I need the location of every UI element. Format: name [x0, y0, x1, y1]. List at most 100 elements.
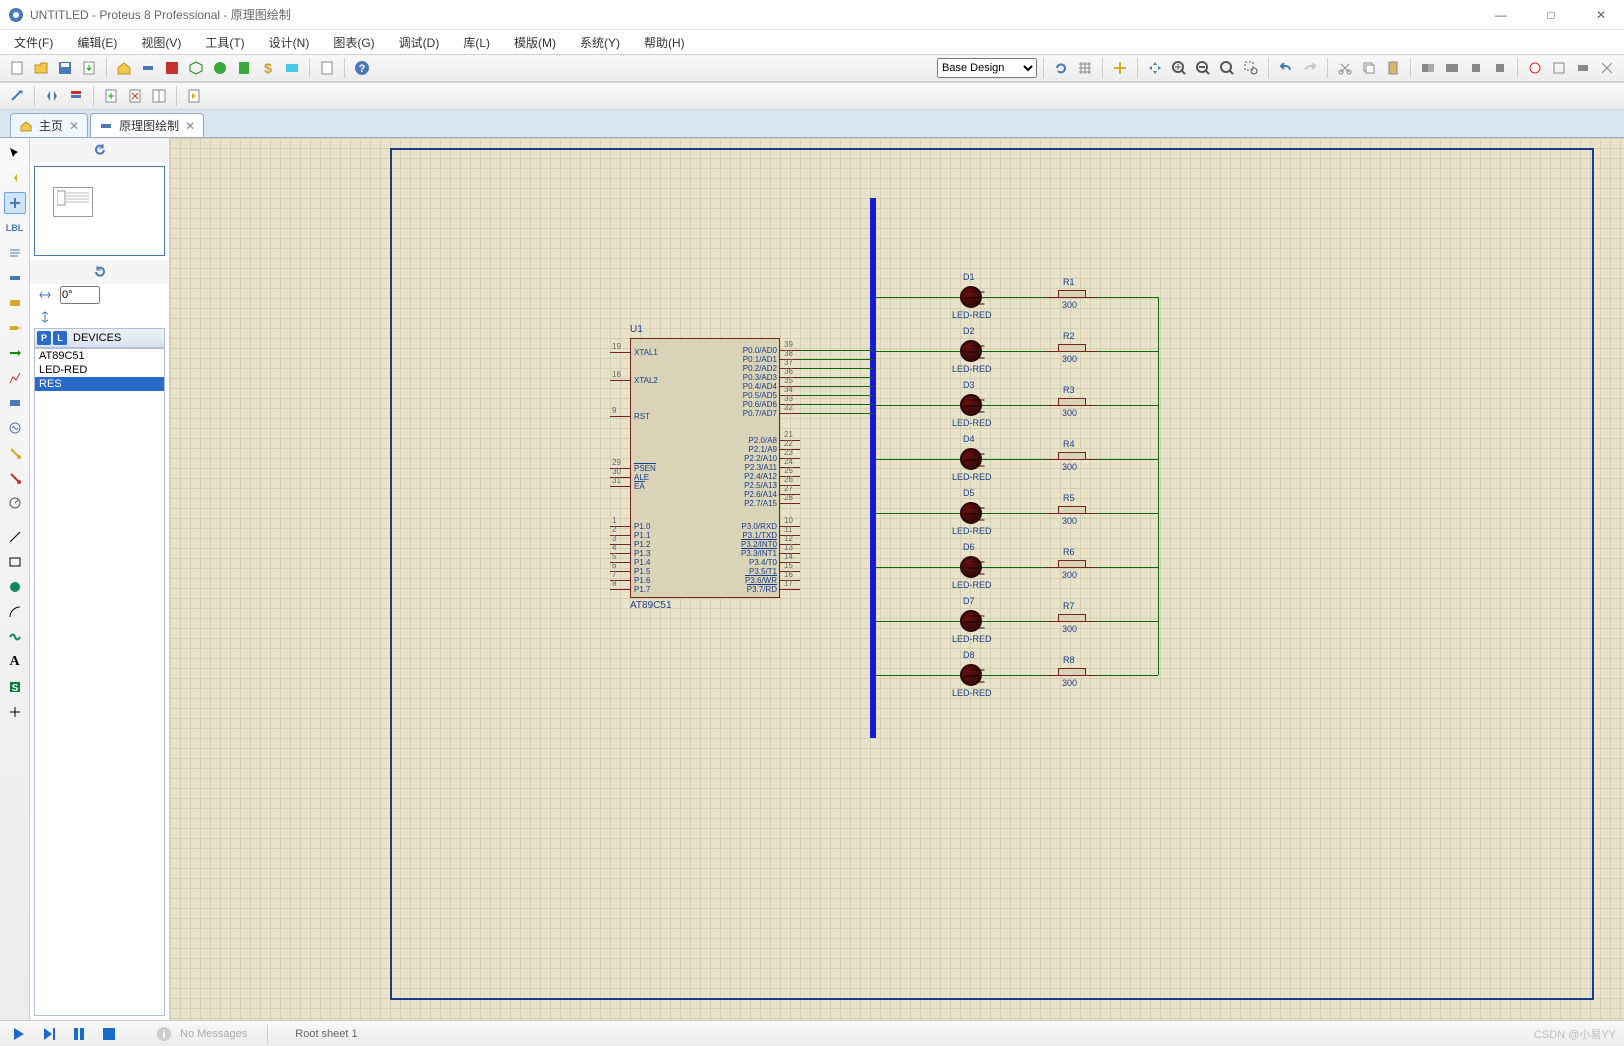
cut-icon[interactable] — [1334, 57, 1356, 79]
menu-item[interactable]: 库(L) — [457, 32, 496, 53]
menu-item[interactable]: 视图(V) — [135, 32, 187, 53]
led[interactable] — [960, 448, 982, 470]
symbol-icon[interactable]: S — [4, 676, 26, 698]
led[interactable] — [960, 664, 982, 686]
bom-icon[interactable] — [233, 57, 255, 79]
resistor[interactable] — [1058, 452, 1086, 460]
flip-h-icon[interactable] — [34, 284, 56, 306]
overview-window[interactable] — [34, 166, 165, 256]
graph-icon[interactable] — [4, 367, 26, 389]
save-icon[interactable] — [54, 57, 76, 79]
component-tool-icon[interactable] — [4, 167, 26, 189]
pause-icon[interactable] — [68, 1023, 90, 1045]
canvas[interactable]: U1AT89C51XTAL119XTAL218RST9PSEN29ALE30EA… — [170, 138, 1624, 1020]
block-delete-icon[interactable] — [1489, 57, 1511, 79]
l-badge-icon[interactable]: L — [53, 331, 67, 345]
led[interactable] — [960, 610, 982, 632]
dollar-icon[interactable]: $ — [257, 57, 279, 79]
search-icon[interactable] — [41, 85, 63, 107]
resistor[interactable] — [1058, 290, 1086, 298]
copy-icon[interactable] — [1358, 57, 1380, 79]
led[interactable] — [960, 340, 982, 362]
arc-2d-icon[interactable] — [4, 601, 26, 623]
tape-icon[interactable] — [4, 392, 26, 414]
resistor[interactable] — [1058, 668, 1086, 676]
resistor[interactable] — [1058, 614, 1086, 622]
p-badge-icon[interactable]: P — [37, 331, 51, 345]
block-move-icon[interactable] — [1441, 57, 1463, 79]
subcircuit-icon[interactable] — [4, 292, 26, 314]
stop-icon[interactable] — [98, 1023, 120, 1045]
resistor[interactable] — [1058, 398, 1086, 406]
menu-item[interactable]: 工具(T) — [199, 32, 250, 53]
3d-icon[interactable] — [185, 57, 207, 79]
led[interactable] — [960, 286, 982, 308]
probe-v-icon[interactable] — [4, 442, 26, 464]
menu-item[interactable]: 图表(G) — [327, 32, 380, 53]
junction-tool-icon[interactable] — [4, 192, 26, 214]
probe-i-icon[interactable] — [4, 467, 26, 489]
package-icon[interactable] — [1572, 57, 1594, 79]
design-selector[interactable]: Base Design — [937, 58, 1037, 78]
paste-icon[interactable] — [1382, 57, 1404, 79]
menu-item[interactable]: 调试(D) — [393, 32, 446, 53]
pick-icon[interactable] — [1524, 57, 1546, 79]
instruments-icon[interactable] — [4, 492, 26, 514]
menu-item[interactable]: 设计(N) — [263, 32, 316, 53]
label-tool-icon[interactable]: LBL — [4, 217, 26, 239]
resistor[interactable] — [1058, 560, 1086, 568]
maximize-button[interactable]: □ — [1536, 8, 1566, 22]
goto-sheet-icon[interactable] — [148, 85, 170, 107]
menu-item[interactable]: 文件(F) — [8, 32, 59, 53]
led[interactable] — [960, 394, 982, 416]
menu-item[interactable]: 编辑(E) — [71, 32, 123, 53]
terminal-icon[interactable] — [4, 317, 26, 339]
tab-schematic[interactable]: 原理图绘制✕ — [90, 113, 204, 137]
doc-icon[interactable] — [316, 57, 338, 79]
block-rotate-icon[interactable] — [1465, 57, 1487, 79]
device-list[interactable]: AT89C51LED-REDRES — [34, 348, 165, 1016]
grid-icon[interactable] — [1074, 57, 1096, 79]
block-copy-icon[interactable] — [1417, 57, 1439, 79]
zoom-in-icon[interactable] — [1168, 57, 1190, 79]
text-script-icon[interactable] — [4, 242, 26, 264]
new-sheet-icon[interactable] — [100, 85, 122, 107]
pcb-icon[interactable] — [161, 57, 183, 79]
play-icon[interactable] — [8, 1023, 30, 1045]
selection-tool-icon[interactable] — [4, 142, 26, 164]
bus-tool-icon[interactable] — [4, 267, 26, 289]
menu-item[interactable]: 系统(Y) — [574, 32, 626, 53]
import-icon[interactable] — [78, 57, 100, 79]
wire-tool-icon[interactable] — [6, 85, 28, 107]
flip-v-icon[interactable] — [34, 306, 56, 328]
open-icon[interactable] — [30, 57, 52, 79]
home-icon[interactable] — [113, 57, 135, 79]
box-2d-icon[interactable] — [4, 551, 26, 573]
tab-close-icon[interactable]: ✕ — [69, 119, 79, 133]
device-item[interactable]: LED-RED — [35, 363, 164, 377]
led[interactable] — [960, 502, 982, 524]
schematic-icon[interactable] — [137, 57, 159, 79]
exit-icon[interactable] — [183, 85, 205, 107]
device-pin-icon[interactable] — [4, 342, 26, 364]
zoom-out-icon[interactable] — [1192, 57, 1214, 79]
tab-close-icon[interactable]: ✕ — [185, 119, 195, 133]
zoom-area-icon[interactable] — [1240, 57, 1262, 79]
code-icon[interactable] — [281, 57, 303, 79]
decompose-icon[interactable] — [1596, 57, 1618, 79]
angle-input[interactable] — [60, 286, 100, 304]
pan-icon[interactable] — [1144, 57, 1166, 79]
make-icon[interactable] — [1548, 57, 1570, 79]
resistor[interactable] — [1058, 344, 1086, 352]
device-item[interactable]: RES — [35, 377, 164, 391]
rotate-cw-icon[interactable] — [89, 261, 111, 283]
generator-icon[interactable] — [4, 417, 26, 439]
help-icon[interactable]: ? — [351, 57, 373, 79]
path-2d-icon[interactable] — [4, 626, 26, 648]
minimize-button[interactable]: — — [1486, 8, 1516, 22]
gerber-icon[interactable] — [209, 57, 231, 79]
led[interactable] — [960, 556, 982, 578]
tab-home[interactable]: 主页✕ — [10, 113, 88, 137]
new-icon[interactable] — [6, 57, 28, 79]
line-2d-icon[interactable] — [4, 526, 26, 548]
